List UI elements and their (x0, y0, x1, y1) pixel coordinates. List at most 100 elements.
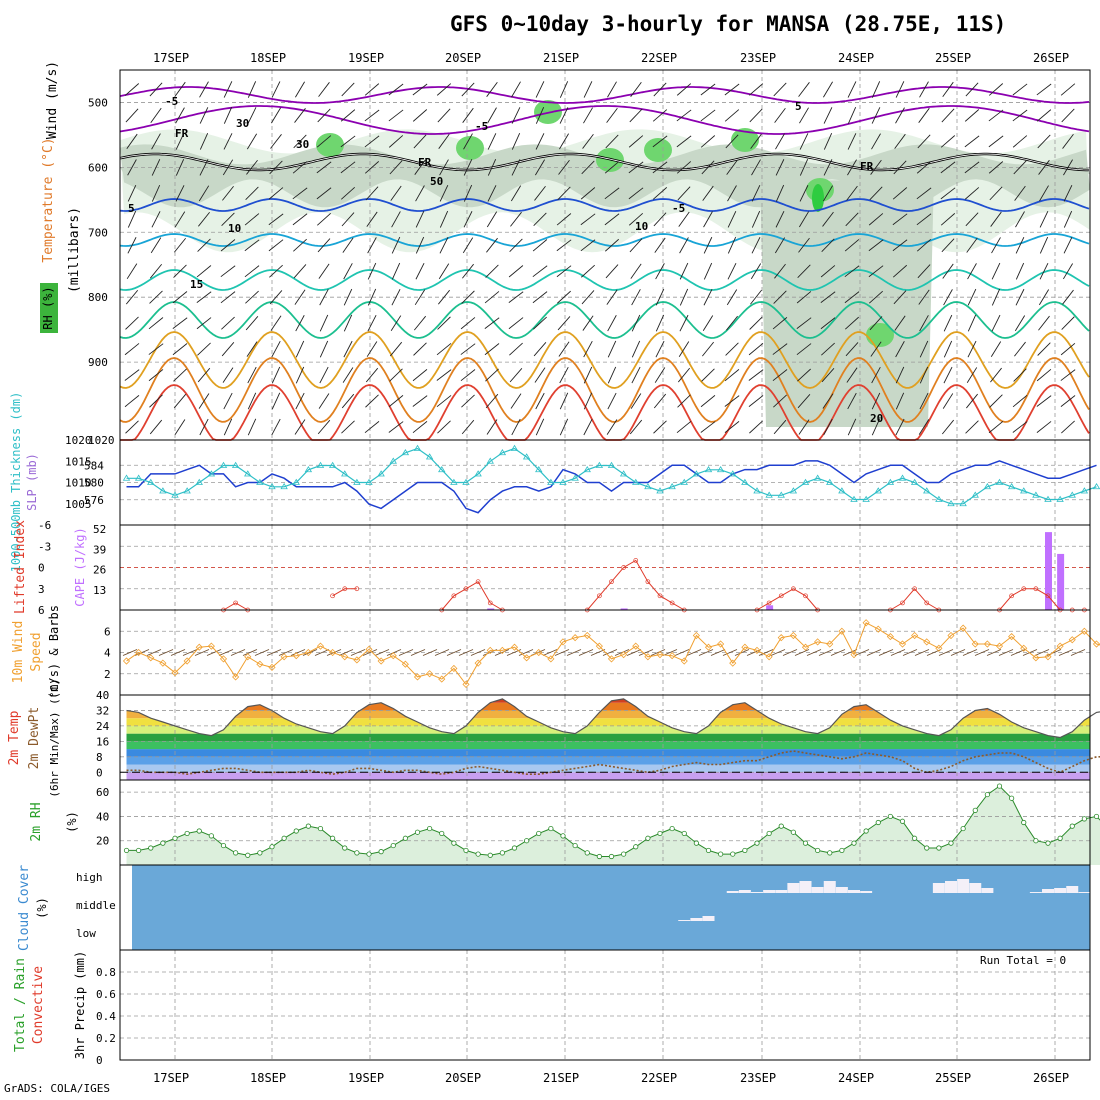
wind-barb (919, 340, 929, 358)
wind-barb (292, 213, 308, 226)
wind-speed-point (1092, 640, 1100, 648)
wind-barb (967, 263, 977, 280)
wind-barb (557, 186, 571, 201)
wind-barb (367, 237, 377, 254)
rh-point (548, 825, 554, 832)
y-tick-lifted-index: -6 (38, 519, 51, 532)
ylabel-millibars: (millibars) (67, 207, 82, 293)
wind-barb (700, 421, 716, 433)
rh-point (172, 835, 178, 841)
wind-barb (773, 290, 787, 304)
wind-barb (533, 342, 547, 357)
wind-barb (268, 239, 284, 252)
wind-barb (461, 419, 475, 435)
slp-point (328, 461, 337, 468)
date-label-bottom: 24SEP (838, 1071, 874, 1085)
cape-bar (620, 608, 628, 610)
wind-barb (127, 210, 137, 228)
wind-barb (484, 317, 500, 329)
wind-barb (511, 159, 521, 176)
wind-barb (871, 133, 881, 150)
wind-barb (580, 213, 596, 226)
date-label-bottom: 18SEP (250, 1071, 286, 1085)
y-tick-precip: 0 (96, 1054, 103, 1067)
slp-point (280, 482, 288, 490)
wind-barb (678, 211, 690, 227)
wind-barb (990, 211, 1002, 227)
wind-barb (388, 395, 404, 408)
wind-barb (868, 265, 884, 278)
wind-barb (655, 340, 665, 358)
panel-frame-upper (119, 69, 1091, 441)
wind-barb (724, 83, 740, 96)
wind-speed-point (838, 627, 846, 635)
wind-barb (655, 263, 665, 280)
rh-point (790, 829, 796, 835)
wind-barb (847, 392, 857, 410)
wind-barb (895, 418, 905, 436)
wind-barb (367, 288, 377, 306)
temp-band (126, 741, 1090, 750)
wind-barb (223, 107, 233, 124)
wind-barb (964, 135, 980, 148)
wind-speed-point (971, 640, 979, 648)
wind-barb (604, 213, 620, 226)
wind-barb-10m (182, 649, 198, 656)
wind-speed-point (450, 664, 458, 673)
wind-barb-10m (566, 649, 582, 656)
wind-barb-10m (542, 649, 558, 656)
wind-barb (509, 342, 523, 356)
wind-barb-10m (254, 649, 270, 656)
contour-label: FR (860, 160, 874, 173)
wind-barb (340, 109, 356, 122)
wind-barb (388, 109, 404, 122)
wind-barb (797, 264, 811, 278)
rh-patch-70 (316, 133, 344, 157)
wind-barb (844, 291, 860, 304)
wind-barb (916, 161, 932, 174)
wind-barb-10m (674, 649, 690, 656)
slp-point (571, 474, 579, 481)
wind-barb (895, 366, 905, 384)
wind-barb (511, 133, 521, 150)
wind-barb (629, 419, 643, 435)
rh-point (1081, 816, 1087, 822)
rh-point (936, 845, 942, 851)
wind-barb (269, 290, 283, 305)
temp-band (126, 710, 1090, 719)
wind-barb (341, 212, 355, 227)
wind-barb (173, 264, 187, 278)
wind-barb (175, 107, 185, 124)
wind-barb (823, 133, 833, 150)
wind-barb (390, 185, 402, 201)
wind-barb (750, 263, 762, 280)
wind-barb (676, 135, 692, 148)
date-label-bottom: 21SEP (543, 1071, 579, 1085)
wind-barb (582, 315, 594, 331)
wind-barb (460, 343, 476, 355)
wind-speed-point (244, 653, 252, 661)
y-tick-cloud: low (76, 927, 96, 940)
wind-barb (222, 367, 234, 383)
wind-barb (583, 340, 593, 358)
y-tick-lifted-index: -3 (38, 540, 51, 553)
wind-barb (942, 393, 954, 409)
wind-barb (916, 238, 932, 252)
contour-label: FR (175, 127, 189, 140)
wind-barb (364, 109, 380, 122)
wind-barb (630, 393, 642, 409)
wind-speed-point (486, 646, 494, 654)
wind-barb-10m (950, 649, 966, 656)
cape-bar (1045, 532, 1052, 610)
wind-barb (583, 392, 593, 410)
date-label-top: 25SEP (935, 51, 971, 65)
rh-point (827, 850, 833, 856)
wind-barb (895, 341, 905, 358)
wind-barb (247, 366, 257, 384)
wind-barb (341, 420, 355, 434)
wind-barb (295, 340, 305, 358)
wind-barb (198, 211, 210, 227)
wind-barb (796, 317, 812, 329)
y-tick-wind: 4 (104, 647, 111, 660)
wind-barb (892, 213, 908, 226)
